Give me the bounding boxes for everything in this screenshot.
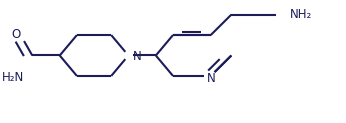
Text: NH₂: NH₂	[290, 8, 312, 21]
Text: H₂N: H₂N	[1, 71, 24, 84]
Text: N: N	[133, 50, 141, 63]
Text: O: O	[11, 28, 20, 41]
Text: N: N	[206, 72, 215, 85]
